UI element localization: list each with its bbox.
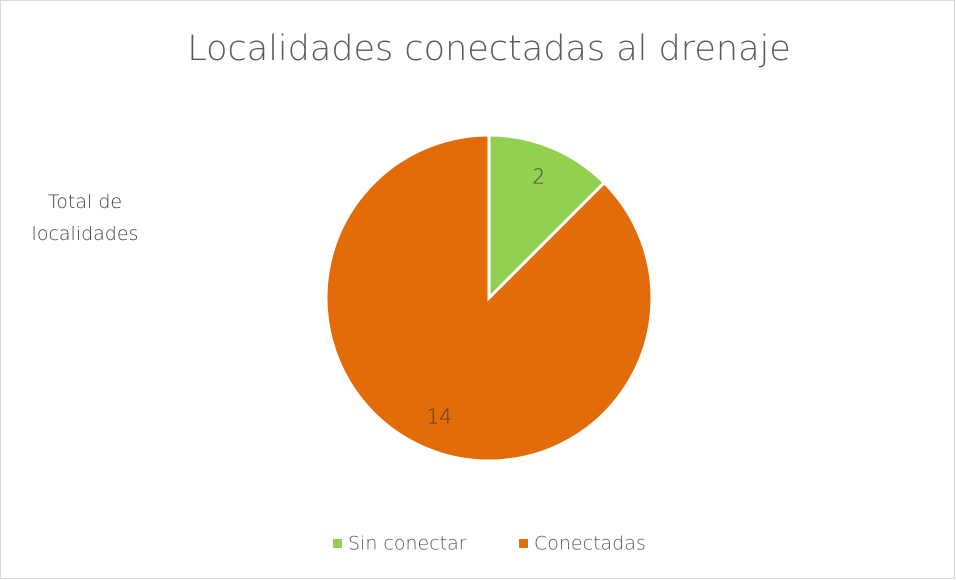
data-label: 2 [532, 164, 545, 188]
pie-slice [487, 133, 607, 302]
pie-slice [324, 133, 654, 463]
legend-swatch [519, 539, 528, 548]
chart-title: Localidades conectadas al drenaje [187, 29, 791, 69]
data-label: 14 [427, 405, 452, 429]
legend-swatch [333, 539, 342, 548]
side-label: Total de localidades [31, 191, 139, 245]
legend-label: Conectadas [534, 533, 646, 555]
legend-label: Sin conectar [348, 533, 467, 555]
